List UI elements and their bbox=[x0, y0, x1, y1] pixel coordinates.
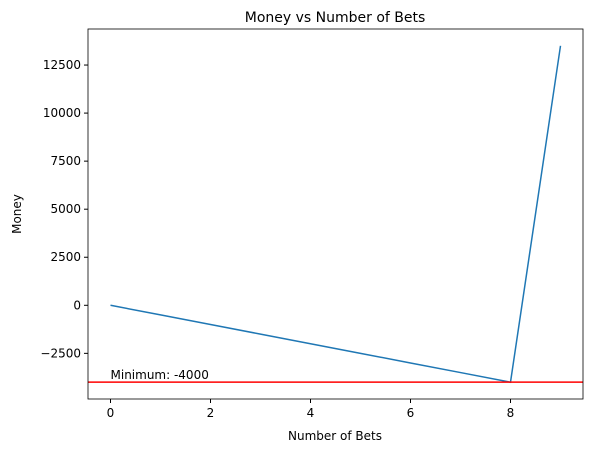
plot-frame bbox=[87, 28, 584, 400]
x-axis-label: Number of Bets bbox=[288, 429, 382, 443]
y-tick-label: 5000 bbox=[50, 202, 81, 216]
x-tick-label: 2 bbox=[207, 406, 215, 420]
annotation: Minimum: -4000 bbox=[111, 368, 209, 382]
data-line bbox=[110, 45, 562, 384]
y-tick-label: 12500 bbox=[43, 58, 81, 72]
y-tick-label: 2500 bbox=[50, 250, 81, 264]
y-tick-label: 0 bbox=[73, 298, 81, 312]
chart-title: Money vs Number of Bets bbox=[245, 10, 426, 26]
x-tick-label: 6 bbox=[407, 406, 415, 420]
x-tick-label: 4 bbox=[307, 406, 315, 420]
y-tick-label: 10000 bbox=[43, 106, 81, 120]
y-tick-label: −2500 bbox=[40, 346, 81, 360]
y-tick-label: 7500 bbox=[50, 154, 81, 168]
x-tick-label: 0 bbox=[107, 406, 115, 420]
y-axis-label: Money bbox=[10, 194, 24, 234]
x-tick-label: 8 bbox=[507, 406, 515, 420]
